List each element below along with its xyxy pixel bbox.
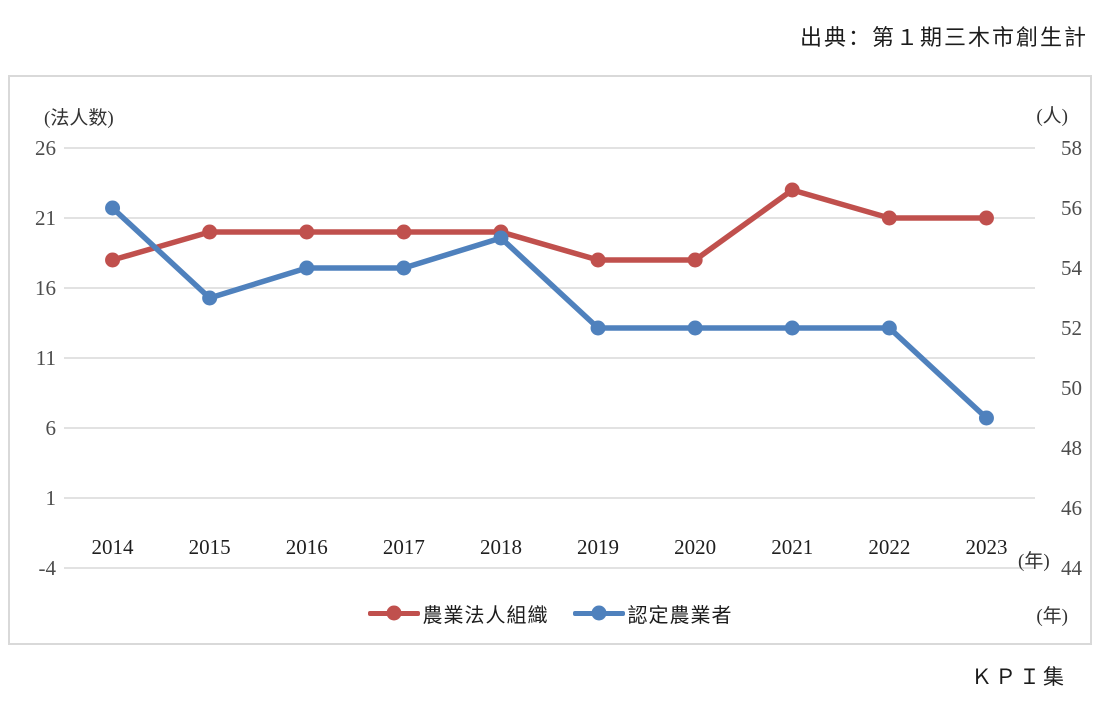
right-axis-tick-label: 48 [1061,436,1082,460]
data-point-marker [881,210,897,226]
data-point-marker [590,252,606,268]
x-axis-tick-label: 2019 [577,535,619,559]
right-axis-tick-label: 56 [1061,196,1082,220]
left-axis-tick-label: -4 [39,556,57,580]
legend-label-certified-farmers: 認定農業者 [627,604,733,627]
data-point-marker [978,210,994,226]
right-axis-tick-label: 46 [1061,496,1082,520]
legend-line-marker-red-icon [367,605,420,621]
data-point-marker [299,224,315,240]
data-point-marker [105,252,121,268]
legend-item-certified-farmers: 認定農業者 [572,599,733,628]
left-axis-tick-label: 26 [35,136,56,160]
data-point-marker [590,320,606,336]
data-point-marker [202,290,218,306]
x-axis-tick-label: 2021 [771,535,813,559]
legend-line-marker-blue-icon [572,605,625,621]
source-note: 出典：第１期三木市創生計 [799,25,1088,50]
legend-label-agri-corp: 農業法人組織 [422,604,549,627]
left-axis-unit-label: (法人数) [44,108,114,129]
left-axis-tick-label: 1 [46,486,57,510]
right-axis-tick-label: 58 [1061,136,1082,160]
data-point-marker [687,320,703,336]
series-line-0 [109,187,990,263]
x-axis-tick-label: 2017 [383,535,425,559]
legend-dot-marker-blue-icon [591,605,606,621]
series-line-1 [109,205,990,421]
chart-frame: 26 21 16 11 6 1 -4 58 56 54 52 50 48 46 44 2014 2015 2016… [8,75,1092,645]
data-point-marker [396,260,412,276]
data-point-marker [105,200,121,216]
data-point-marker [978,410,994,426]
right-axis-tick-label: 44 [1061,556,1083,580]
x-axis-unit-label: (年) [1018,550,1050,572]
right-axis-tick-label: 52 [1061,316,1082,340]
line-chart-plot: 26 21 16 11 6 1 -4 58 56 54 52 50 48 46 44 2014 2015 2016… [35,136,1083,580]
data-point-marker [687,252,703,268]
right-axis-unit-label: (人) [1036,106,1068,127]
x-axis-tick-label: 2018 [480,535,522,559]
left-axis-tick-label: 21 [35,206,56,230]
x-axis-unit-label-bottom: (年) [1036,606,1068,627]
data-point-marker [881,320,897,336]
data-point-marker [396,224,412,240]
x-axis-tick-label: 2015 [189,535,231,559]
data-point-marker [299,260,315,276]
kpi-note: ＫＰＩ集 [971,665,1067,689]
left-axis-tick-label: 16 [35,276,56,300]
data-point-marker [784,182,800,198]
right-axis-tick-label: 54 [1061,256,1083,280]
left-axis-tick-label: 11 [36,346,56,370]
legend-dot-marker-red-icon [386,605,401,621]
data-point-marker [202,224,218,240]
legend-item-agri-corp: 農業法人組織 [367,599,549,628]
x-axis-tick-label: 2022 [868,535,910,559]
chart-legend: 農業法人組織 認定農業者 [10,598,1090,628]
data-point-marker [784,320,800,336]
x-axis-tick-label: 2020 [674,535,716,559]
x-axis-tick-label: 2023 [965,535,1007,559]
x-axis-tick-label: 2014 [92,535,135,559]
data-point-marker [493,230,509,246]
left-axis-tick-label: 6 [46,416,57,440]
x-axis-tick-label: 2016 [286,535,328,559]
right-axis-tick-label: 50 [1061,376,1082,400]
